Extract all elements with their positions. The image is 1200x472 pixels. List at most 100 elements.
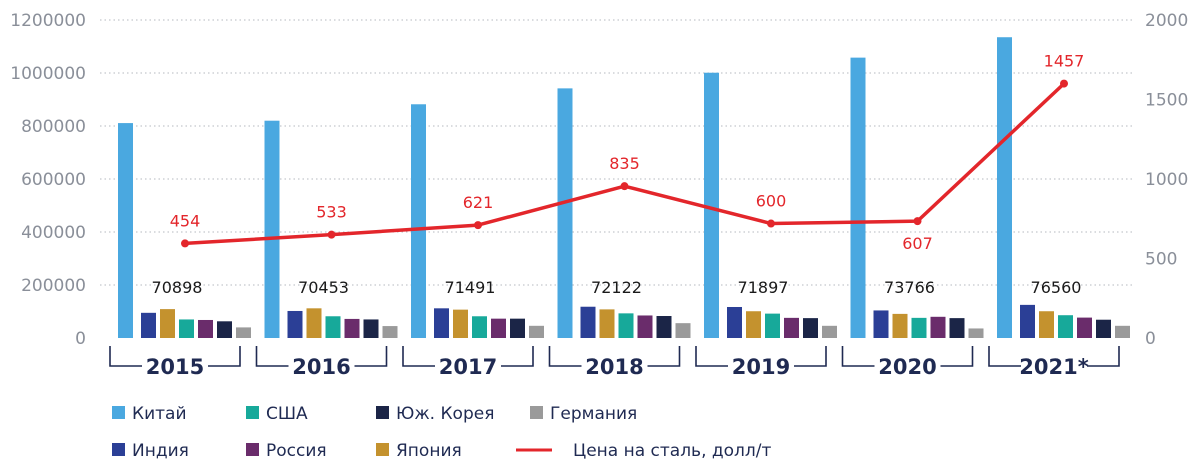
price-point (767, 219, 775, 228)
bar-Индия (1020, 304, 1035, 338)
bar-Япония (746, 311, 761, 338)
price-value-label: 600 (756, 192, 787, 211)
bar-Германия (236, 327, 251, 338)
bar-Юж. Корея (949, 318, 965, 338)
bar-Япония (892, 313, 908, 338)
bar-Индия (141, 312, 156, 338)
price-value-label: 607 (902, 234, 933, 253)
bar-Индия (287, 310, 303, 338)
bar-Китай (850, 57, 866, 338)
bar-США (765, 313, 780, 338)
bar-Юж. Корея (510, 318, 525, 338)
russia-value-label: 71491 (445, 278, 496, 297)
right-tick-label: 1500 (1145, 91, 1188, 111)
russia-value-label: 76560 (1031, 278, 1082, 297)
legend-swatch (376, 406, 389, 419)
year-bracket (109, 346, 241, 367)
left-tick-label: 200000 (21, 276, 86, 296)
price-point (620, 182, 629, 191)
legend-label: Германия (550, 404, 637, 424)
year-label: 2016 (292, 355, 350, 379)
price-value-label: 454 (170, 211, 201, 230)
bar-Юж. Корея (363, 319, 379, 338)
year-bracket (988, 346, 1120, 367)
year-label: 2021* (1019, 355, 1088, 379)
legend-label: Юж. Корея (396, 404, 494, 424)
left-tick-label: 1000000 (10, 64, 86, 84)
bar-Китай (997, 37, 1012, 338)
bar-Китай (264, 120, 280, 338)
bar-Япония (1039, 311, 1054, 338)
bar-Юж. Корея (803, 318, 818, 338)
right-tick-label: 2000 (1145, 11, 1188, 31)
legend-swatch (246, 443, 259, 456)
bar-Индия (434, 308, 449, 338)
year-bracket (255, 346, 388, 367)
bar-Япония (306, 308, 322, 338)
bar-Япония (599, 309, 615, 338)
bar-Китай (557, 88, 573, 339)
price-value-label: 835 (609, 154, 640, 173)
legend-swatch (112, 443, 125, 456)
left-axis: 0 200000 400000 600000 800000 1000000 1200000 (10, 11, 86, 349)
data-labels: 70898 70453 71491 72122 71897 73766 76560 454 53… (152, 52, 1085, 297)
russia-value-label: 70898 (152, 278, 203, 297)
russia-value-label: 70453 (298, 278, 349, 297)
bar-Россия (930, 316, 946, 338)
right-tick-label: 500 (1145, 250, 1177, 270)
bar-Россия (1077, 317, 1092, 338)
bar-США (1058, 315, 1073, 338)
bar-Германия (968, 328, 984, 338)
bar-Юж. Корея (1096, 319, 1111, 338)
legend-label: Китай (132, 404, 187, 424)
bar-Германия (822, 325, 837, 338)
year-bracket (841, 346, 974, 367)
bar-Россия (784, 317, 799, 338)
legend-label: Япония (396, 441, 462, 461)
legend-swatch (376, 443, 389, 456)
bar-Китай (411, 104, 426, 339)
right-tick-label: 0 (1145, 329, 1156, 349)
bar-Россия (344, 318, 360, 338)
bar-США (472, 316, 487, 338)
legend-label: Россия (266, 441, 327, 461)
bar-Китай (118, 123, 133, 339)
bar-Юж. Корея (656, 316, 672, 338)
price-point (327, 230, 336, 239)
price-value-label: 1457 (1044, 52, 1085, 71)
bar-Германия (529, 325, 544, 338)
bar-Индия (580, 306, 596, 338)
year-axis: 2015 2016 2017 2018 2019 2020 2021* (109, 346, 1120, 379)
bar-Россия (637, 315, 653, 338)
bars (118, 37, 1130, 339)
price-point (181, 239, 189, 248)
year-label: 2017 (439, 355, 497, 379)
bar-Япония (453, 309, 468, 338)
russia-value-label: 73766 (884, 278, 935, 297)
legend-swatch (112, 406, 125, 419)
bar-США (911, 317, 927, 338)
price-line (181, 79, 1068, 248)
legend-label: Индия (132, 441, 189, 461)
bar-Китай (704, 72, 719, 339)
year-label: 2020 (878, 355, 936, 379)
price-point (913, 217, 922, 226)
price-point (1060, 79, 1068, 88)
bar-США (325, 316, 341, 338)
bar-Индия (873, 310, 889, 338)
bar-Япония (160, 309, 175, 338)
year-label: 2018 (585, 355, 643, 379)
year-label: 2015 (146, 355, 204, 379)
year-bracket (548, 346, 681, 367)
bar-Германия (382, 326, 398, 338)
bar-Юж. Корея (217, 321, 232, 338)
right-axis: 0 500 1000 1500 2000 (1145, 11, 1188, 349)
right-tick-label: 1000 (1145, 170, 1188, 190)
price-value-label: 533 (316, 203, 347, 222)
legend-swatch (246, 406, 259, 419)
bar-Индия (727, 306, 742, 338)
bar-Россия (198, 319, 213, 338)
left-tick-label: 400000 (21, 223, 86, 243)
